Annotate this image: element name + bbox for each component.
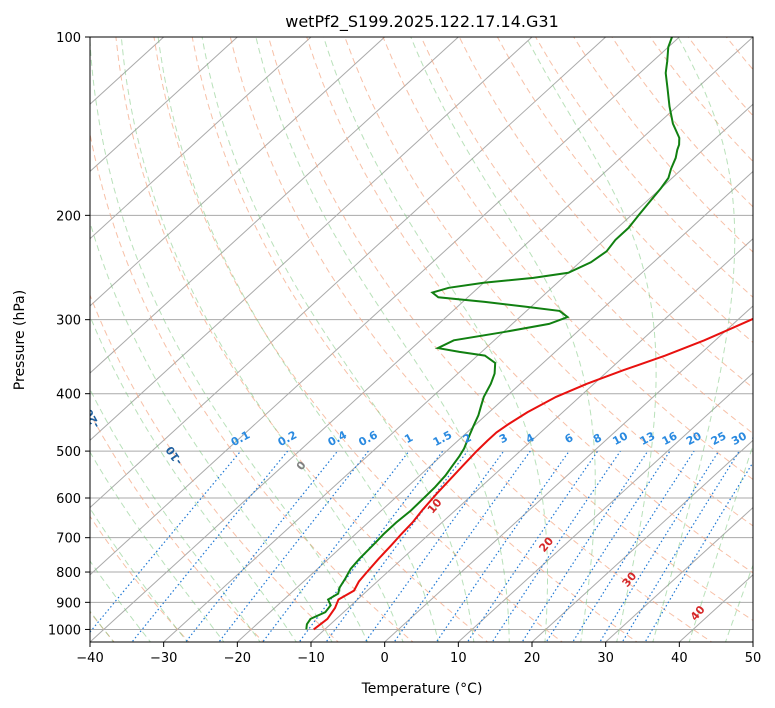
isotherm-line bbox=[90, 37, 753, 642]
mixing-ratio-label: 16 bbox=[660, 429, 680, 448]
dry-adiabat-line bbox=[115, 37, 489, 642]
mixing-ratio-line bbox=[185, 450, 339, 642]
dry-adiabat-line bbox=[90, 412, 265, 642]
dry-adiabat-line bbox=[229, 37, 713, 642]
dry-adiabat-line bbox=[191, 37, 638, 642]
isotherm-line bbox=[90, 37, 386, 307]
mixing-ratio-line bbox=[466, 450, 599, 642]
mixing-ratio-lines bbox=[90, 450, 753, 642]
y-tick-label: 400 bbox=[56, 388, 81, 403]
dry-adiabat-line bbox=[535, 37, 753, 298]
chart-title: wetPf2_S199.2025.122.17.14.G31 bbox=[285, 12, 559, 32]
mixing-ratio-line bbox=[572, 450, 695, 642]
isotherm-line bbox=[90, 37, 681, 576]
y-tick-label: 700 bbox=[56, 532, 81, 547]
y-tick-label: 900 bbox=[56, 596, 81, 611]
dry-adiabat-line bbox=[420, 37, 753, 435]
dry-adiabat-line bbox=[382, 37, 753, 481]
moist-adiabat-line bbox=[525, 37, 657, 642]
x-tick-label: −40 bbox=[76, 651, 103, 666]
mixing-ratio-line bbox=[599, 450, 720, 642]
isotherm-line bbox=[90, 37, 607, 509]
y-tick-label: 300 bbox=[56, 314, 81, 329]
moist-adiabat-line bbox=[255, 37, 510, 642]
mixing-ratio-line bbox=[521, 450, 649, 642]
mixing-ratio-line bbox=[218, 450, 369, 642]
moist-adiabat-line bbox=[90, 220, 333, 642]
mixing-ratio-label: 36 bbox=[750, 429, 770, 448]
mixing-ratio-label: 30 bbox=[729, 429, 749, 448]
y-tick-label: 500 bbox=[56, 445, 81, 460]
x-axis-label: Temperature (°C) bbox=[361, 681, 483, 697]
dry-adiabats bbox=[90, 37, 753, 642]
moist-adiabat-line bbox=[90, 507, 188, 642]
dry-adiabat-line bbox=[306, 37, 753, 574]
x-tick-label: 30 bbox=[597, 651, 614, 666]
mixing-ratio-label: 25 bbox=[709, 429, 729, 448]
dry-adiabat-line bbox=[496, 37, 753, 344]
mixing-ratio-line bbox=[364, 450, 505, 642]
isotherm-line bbox=[236, 170, 753, 642]
isotherm-line bbox=[90, 37, 533, 442]
dry-adiabat-line bbox=[153, 37, 564, 642]
mixing-ratio-line bbox=[131, 450, 289, 642]
x-tick-label: 40 bbox=[671, 651, 688, 666]
x-tick-label: 50 bbox=[745, 651, 762, 666]
dry-adiabat-line bbox=[90, 293, 339, 642]
y-tick-label: 100 bbox=[56, 31, 81, 46]
dewpoint-profile bbox=[305, 37, 681, 630]
isotherm-line bbox=[90, 37, 460, 374]
x-tick-label: 10 bbox=[450, 651, 467, 666]
x-axis-ticks: −40 −30 −20 −10 0 10 20 30 40 50 bbox=[76, 642, 761, 666]
x-tick-label: −10 bbox=[297, 651, 324, 666]
dry-adiabat-line bbox=[90, 131, 414, 642]
mixing-ratio-label: 10 bbox=[610, 429, 630, 448]
mixing-ratio-line bbox=[545, 450, 671, 642]
y-axis-label: Pressure (hPa) bbox=[12, 290, 28, 390]
moist-adiabat-line bbox=[652, 37, 736, 642]
dry-adiabat-line bbox=[268, 37, 753, 622]
isotherm-line bbox=[457, 372, 753, 642]
moist-adiabat-line bbox=[410, 37, 596, 642]
y-tick-label: 600 bbox=[56, 492, 81, 507]
mixing-ratio-line bbox=[435, 450, 570, 642]
moist-adiabat-line bbox=[120, 37, 404, 642]
isotherm-line bbox=[90, 37, 312, 240]
x-tick-label: 0 bbox=[381, 651, 389, 666]
dry-adiabat-line bbox=[458, 37, 753, 389]
isotherm-line bbox=[310, 237, 753, 642]
plot-frame bbox=[89, 36, 754, 643]
y-tick-label: 1000 bbox=[48, 623, 81, 638]
y-axis-ticks: 100 200 300 400 500 600 700 800 900 1000 bbox=[48, 31, 90, 638]
y-tick-label: 800 bbox=[56, 566, 81, 581]
isotherm-line bbox=[604, 506, 753, 642]
mixing-ratio-line bbox=[491, 450, 621, 642]
y-tick-label: 200 bbox=[56, 209, 81, 224]
mixing-ratio-label: 13 bbox=[638, 429, 658, 448]
moist-adiabat-line bbox=[157, 37, 440, 642]
mixing-ratio-line bbox=[393, 450, 531, 642]
x-tick-label: −20 bbox=[224, 651, 251, 666]
mixing-ratio-line bbox=[325, 450, 468, 642]
temperature-profile bbox=[313, 317, 753, 631]
moist-adiabat-line bbox=[323, 37, 548, 642]
x-tick-label: −30 bbox=[150, 651, 177, 666]
plot-area: -100-90-80-70-60-50-40-30-20-100.10.20.4… bbox=[90, 37, 770, 642]
isotherm-line bbox=[531, 439, 753, 642]
mixing-ratio-label: 20 bbox=[684, 429, 704, 448]
line-labels: -100-90-80-70-60-50-40-30-20-100.10.20.4… bbox=[90, 406, 770, 623]
x-tick-label: 20 bbox=[524, 651, 541, 666]
isotherm-line bbox=[90, 37, 239, 173]
